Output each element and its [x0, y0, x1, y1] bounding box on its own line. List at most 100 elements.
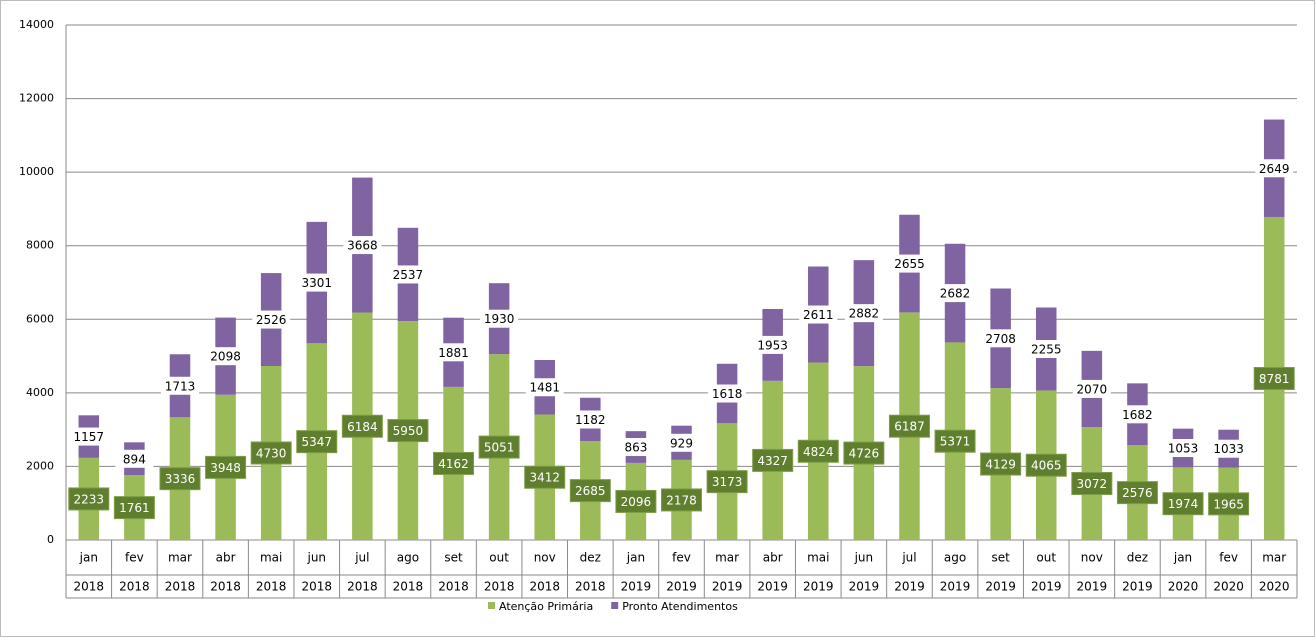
data-label-box	[752, 448, 794, 472]
data-label-box	[434, 343, 473, 362]
data-label: 2255	[1031, 342, 1062, 356]
data-label-box	[1025, 453, 1067, 477]
data-label-box	[934, 429, 976, 453]
data-label: 5347	[301, 435, 332, 449]
data-label-box	[616, 438, 655, 457]
data-label-box	[206, 347, 245, 366]
data-label: 1761	[119, 501, 150, 515]
data-label: 2649	[1259, 162, 1290, 176]
legend-label: Pronto Atendimentos	[622, 600, 738, 613]
data-label-box	[433, 451, 475, 475]
x-tick-label: out	[489, 551, 509, 565]
x-tick-year-label: 2018	[301, 580, 332, 594]
x-tick-label: jul	[901, 551, 916, 565]
data-label: 929	[670, 436, 693, 450]
x-tick-label: abr	[763, 551, 783, 565]
x-tick-year-label: 2018	[165, 580, 196, 594]
x-tick-label: ago	[397, 551, 419, 565]
x-tick-year-label: 2018	[119, 580, 150, 594]
x-tick-label: mai	[260, 551, 282, 565]
data-label: 4065	[1031, 459, 1062, 473]
data-label: 3948	[210, 461, 241, 475]
x-tick-label: fev	[125, 551, 144, 565]
data-label-box	[797, 439, 839, 463]
x-tick-label: mar	[715, 551, 739, 565]
x-tick-year-label: 2019	[1077, 580, 1108, 594]
x-tick-year-label: 2019	[1122, 580, 1153, 594]
data-label: 1682	[1122, 408, 1153, 422]
data-label: 1974	[1168, 497, 1199, 511]
y-tick-label: 12000	[19, 92, 54, 105]
x-tick-label: mai	[807, 551, 829, 565]
data-label: 1053	[1168, 442, 1199, 456]
data-label-box	[250, 441, 292, 465]
data-label-box	[159, 467, 201, 491]
data-label-box	[1072, 379, 1111, 398]
x-tick-year-label: 2018	[484, 580, 515, 594]
data-label: 2096	[621, 495, 652, 509]
data-label-box	[706, 470, 748, 494]
data-label-box	[480, 309, 519, 328]
legend-swatch	[488, 602, 495, 609]
x-tick-label: set	[991, 551, 1010, 565]
data-label-box	[936, 284, 975, 303]
data-label-box	[1027, 339, 1066, 358]
y-tick-label: 4000	[26, 386, 54, 399]
data-label-box	[297, 273, 336, 292]
data-label-box	[525, 378, 564, 397]
data-label-box	[799, 305, 838, 324]
x-tick-label: jun	[854, 551, 874, 565]
data-label-box	[1164, 439, 1203, 458]
data-label: 6184	[347, 420, 378, 434]
data-label-box	[113, 496, 155, 520]
data-label-box	[1209, 439, 1248, 458]
x-tick-year-label: 2018	[256, 580, 287, 594]
data-label-box	[1162, 492, 1204, 516]
x-tick-year-label: 2020	[1259, 580, 1290, 594]
data-label-box	[115, 449, 154, 468]
x-tick-year-label: 2019	[757, 580, 788, 594]
data-label-box	[981, 329, 1020, 348]
data-label-box	[387, 419, 429, 443]
data-label-box	[1071, 471, 1113, 495]
data-label: 1713	[165, 379, 196, 393]
x-tick-label: fev	[672, 551, 691, 565]
x-tick-year-label: 2018	[393, 580, 424, 594]
data-label: 5051	[484, 441, 515, 455]
data-label: 3668	[347, 239, 378, 253]
data-label-box	[980, 452, 1022, 476]
data-label-box	[1116, 481, 1158, 505]
x-tick-year-label: 2018	[74, 580, 105, 594]
x-tick-year-label: 2019	[894, 580, 925, 594]
x-tick-label: jan	[1173, 551, 1192, 565]
data-label-box	[205, 455, 247, 479]
x-tick-label: mar	[168, 551, 192, 565]
data-label-box	[661, 488, 702, 512]
data-label: 4129	[985, 458, 1016, 472]
data-label: 3301	[301, 276, 332, 290]
data-label-box	[1253, 366, 1295, 390]
x-tick-year-label: 2019	[849, 580, 880, 594]
y-tick-label: 10000	[19, 165, 54, 178]
data-label: 2233	[74, 492, 105, 506]
data-label: 2708	[985, 332, 1016, 346]
data-label: 2682	[940, 287, 971, 301]
x-tick-year-label: 2019	[1031, 580, 1062, 594]
y-tick-label: 6000	[26, 312, 54, 325]
data-label: 3173	[712, 475, 743, 489]
data-label: 1965	[1213, 497, 1244, 511]
data-label-box	[890, 254, 929, 273]
data-label-box	[524, 465, 566, 489]
x-tick-label: dez	[1127, 551, 1148, 565]
x-tick-year-label: 2018	[529, 580, 560, 594]
x-tick-label: mar	[1262, 551, 1286, 565]
data-label-box	[1255, 159, 1294, 178]
data-label: 1953	[757, 338, 788, 352]
data-label-box	[478, 435, 520, 459]
data-label-box	[296, 430, 338, 454]
data-label: 4730	[256, 447, 287, 461]
data-label: 1157	[74, 430, 105, 444]
data-label: 3412	[529, 471, 560, 485]
